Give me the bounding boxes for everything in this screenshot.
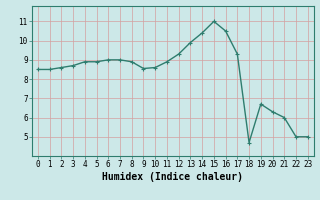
X-axis label: Humidex (Indice chaleur): Humidex (Indice chaleur) <box>102 172 243 182</box>
